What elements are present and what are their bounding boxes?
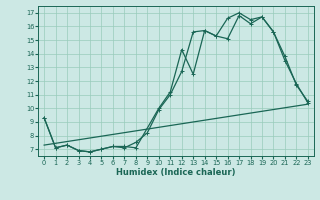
X-axis label: Humidex (Indice chaleur): Humidex (Indice chaleur) <box>116 168 236 177</box>
